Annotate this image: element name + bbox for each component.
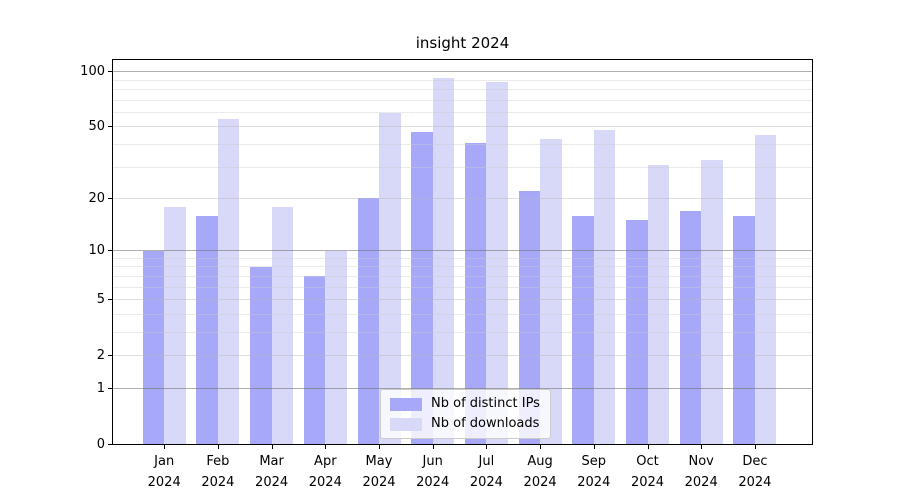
ytick-mark-5 <box>108 299 112 300</box>
bar-nb-of-distinct-ips-jul-2024 <box>464 142 487 444</box>
bar-nb-of-downloads-sep-2024 <box>593 130 616 444</box>
bar-nb-of-downloads-oct-2024 <box>647 164 669 444</box>
xtick-label-sep-2024: Sep 2024 <box>564 451 624 493</box>
ytick-label-10: 10 <box>88 243 105 259</box>
xtick-label-line: Oct <box>636 454 659 469</box>
xtick-label-line: Dec <box>742 454 768 469</box>
xtick-mark-may-2024 <box>379 445 380 449</box>
xtick-label-line: Sep <box>581 454 607 469</box>
xtick-mark-dec-2024 <box>754 445 756 449</box>
bar-nb-of-distinct-ips-aug-2024 <box>518 191 541 444</box>
xtick-label-line: 2024 <box>147 475 181 490</box>
xtick-label-line: Nov <box>688 454 714 469</box>
ytick-label-20: 20 <box>88 190 105 206</box>
bar-nb-of-downloads-apr-2024 <box>325 250 347 444</box>
legend-label-nb-of-downloads: Nb of downloads <box>431 416 540 431</box>
xtick-label-line: 2024 <box>577 475 611 490</box>
ytick-mark-50 <box>108 126 112 128</box>
xtick-label-line: 2024 <box>201 475 235 490</box>
xtick-label-line: Feb <box>206 454 230 469</box>
xtick-mark-jan-2024 <box>164 445 166 449</box>
xtick-mark-feb-2024 <box>217 445 219 449</box>
legend-row-nb-of-distinct-ips: Nb of distinct IPs <box>390 396 540 412</box>
ytick-label-50: 50 <box>88 119 105 135</box>
xtick-label-line: 2024 <box>255 475 289 490</box>
bar-nb-of-distinct-ips-oct-2024 <box>626 220 648 444</box>
xtick-label-nov-2024: Nov 2024 <box>671 451 731 493</box>
bar-nb-of-distinct-ips-apr-2024 <box>303 276 326 444</box>
xtick-mark-aug-2024 <box>540 445 542 449</box>
ytick-label-0: 0 <box>96 436 105 452</box>
xtick-mark-apr-2024 <box>325 445 327 449</box>
bar-nb-of-distinct-ips-dec-2024 <box>733 215 755 444</box>
ytick-mark-1 <box>108 387 112 389</box>
ytick-label-2: 2 <box>96 347 105 363</box>
xtick-label-line: Mar <box>259 454 284 469</box>
ytick-label-100: 100 <box>80 64 105 80</box>
bar-nb-of-downloads-dec-2024 <box>754 135 777 444</box>
bar-nb-of-distinct-ips-feb-2024 <box>196 215 218 444</box>
xtick-label-line: 2024 <box>416 475 450 490</box>
xtick-label-line: 2024 <box>630 475 665 490</box>
xtick-mark-nov-2024 <box>701 445 703 449</box>
bar-nb-of-downloads-aug-2024 <box>540 138 562 444</box>
xtick-label-line: Jul <box>478 454 495 469</box>
legend-swatch-nb-of-downloads <box>390 417 422 431</box>
xtick-label-line: 2024 <box>523 475 557 490</box>
xtick-label-apr-2024: Apr 2024 <box>295 451 355 493</box>
legend-swatch-nb-of-distinct-ips <box>390 397 422 411</box>
bar-nb-of-distinct-ips-may-2024 <box>357 198 379 444</box>
xtick-label-oct-2024: Oct 2024 <box>618 451 678 493</box>
bar-nb-of-downloads-nov-2024 <box>701 159 723 444</box>
xtick-label-line: Aug <box>527 454 553 469</box>
bar-nb-of-distinct-ips-jun-2024 <box>411 131 433 444</box>
xtick-label-may-2024: May 2024 <box>349 451 409 493</box>
bars-layer <box>113 60 812 444</box>
bar-nb-of-distinct-ips-jan-2024 <box>142 250 165 444</box>
ytick-mark-10 <box>108 250 112 252</box>
xtick-label-mar-2024: Mar 2024 <box>242 451 302 493</box>
legend: Nb of distinct IPs Nb of downloads <box>380 389 551 439</box>
xtick-label-line: Jan <box>154 454 175 469</box>
xtick-label-line: Apr <box>314 454 337 469</box>
bar-nb-of-downloads-jan-2024 <box>164 206 186 444</box>
legend-row-nb-of-downloads: Nb of downloads <box>390 416 540 432</box>
bar-nb-of-downloads-jun-2024 <box>432 78 455 444</box>
bar-nb-of-distinct-ips-sep-2024 <box>572 215 594 444</box>
ytick-mark-100 <box>108 71 112 73</box>
xtick-mark-jul-2024 <box>486 445 488 449</box>
ytick-label-5: 5 <box>96 292 105 307</box>
bar-nb-of-downloads-mar-2024 <box>271 206 294 444</box>
xtick-label-jun-2024: Jun 2024 <box>403 451 463 493</box>
xtick-label-line: May <box>365 454 393 469</box>
ytick-mark-2 <box>108 354 112 356</box>
bar-nb-of-distinct-ips-mar-2024 <box>250 266 272 444</box>
bar-nb-of-downloads-feb-2024 <box>217 119 240 444</box>
chart-title: insight 2024 <box>415 34 510 52</box>
xtick-label-feb-2024: Feb 2024 <box>188 451 248 493</box>
xtick-label-line: 2024 <box>738 475 772 490</box>
xtick-label-jan-2024: Jan 2024 <box>134 451 194 493</box>
xtick-label-line: Jun <box>422 454 443 469</box>
bar-nb-of-distinct-ips-nov-2024 <box>679 210 702 444</box>
legend-label-nb-of-distinct-ips: Nb of distinct IPs <box>431 396 540 411</box>
xtick-label-aug-2024: Aug 2024 <box>510 451 570 493</box>
xtick-label-line: 2024 <box>469 475 503 490</box>
ytick-mark-20 <box>108 197 112 199</box>
xtick-mark-jun-2024 <box>432 445 434 449</box>
xtick-label-line: 2024 <box>362 475 396 490</box>
xtick-mark-oct-2024 <box>647 445 649 449</box>
bar-nb-of-downloads-jul-2024 <box>486 82 508 444</box>
xtick-label-dec-2024: Dec 2024 <box>725 451 785 493</box>
plot-area: Nb of distinct IPs Nb of downloads <box>112 59 813 445</box>
xtick-label-line: 2024 <box>308 475 342 490</box>
xtick-label-line: 2024 <box>684 475 718 490</box>
ytick-label-1: 1 <box>96 380 105 396</box>
bar-nb-of-downloads-may-2024 <box>379 112 401 444</box>
xtick-mark-sep-2024 <box>593 445 595 449</box>
xtick-label-jul-2024: Jul 2024 <box>456 451 516 493</box>
xtick-mark-mar-2024 <box>271 445 273 449</box>
ytick-mark-0 <box>108 443 112 445</box>
